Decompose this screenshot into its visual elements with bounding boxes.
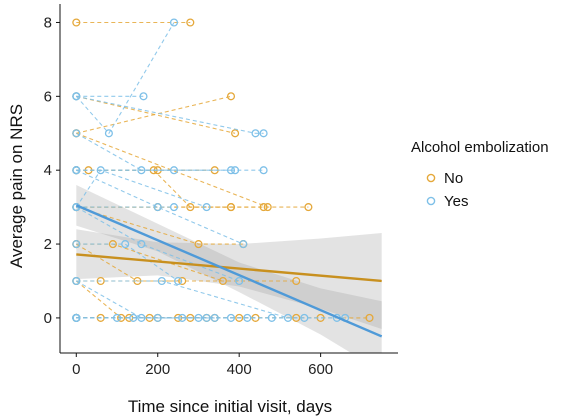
data-point-yes [72, 240, 81, 249]
y-axis-title: Average pain on NRS [7, 104, 26, 268]
x-tick-label: 0 [72, 361, 80, 378]
data-point-no [259, 203, 268, 212]
data-point-yes [178, 313, 187, 322]
trajectory-line-yes [76, 280, 215, 319]
plot-inner [72, 18, 383, 353]
data-point-yes [72, 129, 81, 138]
y-tick-label: 0 [44, 310, 52, 327]
data-point-no [72, 18, 81, 27]
y-tick-label: 2 [44, 236, 52, 253]
trajectory-line-yes [76, 280, 289, 319]
data-point-yes [283, 313, 293, 322]
data-point-no [292, 276, 301, 286]
legend-label-no: No [444, 170, 463, 187]
data-point-yes [169, 166, 179, 175]
trajectory-line-yes [75, 169, 207, 208]
data-point-yes [72, 276, 81, 286]
data-point-yes [259, 129, 268, 138]
y-tick-label: 8 [44, 14, 52, 31]
data-point-no [194, 240, 203, 249]
data-point-yes [169, 203, 179, 212]
data-point-yes [243, 313, 252, 322]
x-tick-label: 400 [227, 361, 252, 378]
y-tick-label: 4 [44, 162, 52, 179]
data-point-no [117, 313, 126, 322]
trajectory-line-yes [76, 206, 240, 282]
data-point-yes [235, 276, 244, 286]
data-point-yes [231, 166, 240, 175]
x-tick-label: 200 [145, 361, 170, 378]
data-point-no [178, 276, 187, 286]
confidence-band-yes [76, 185, 382, 353]
data-point-no [186, 18, 195, 27]
data-point-no [292, 313, 301, 322]
trajectory-line-no [76, 95, 232, 134]
trajectory-line-no [76, 132, 268, 208]
trajectory-line-yes [76, 132, 231, 171]
data-point-no [108, 240, 117, 249]
data-point-yes [72, 313, 81, 322]
data-point-yes [72, 166, 81, 175]
trajectory-line-no [76, 206, 244, 245]
data-point-no [235, 313, 244, 322]
data-point-yes [251, 129, 260, 138]
data-point-yes [96, 166, 105, 175]
trajectory-line-yes [76, 169, 244, 245]
legend-label-yes: Yes [444, 193, 468, 210]
data-point-yes [169, 18, 179, 27]
data-point-yes [139, 92, 148, 101]
legend-title: Alcohol embolization [411, 139, 549, 156]
data-point-yes [194, 313, 203, 322]
x-tick-label: 600 [308, 361, 333, 378]
trajectory-line-no [76, 95, 236, 134]
axes: 0 200 400 600 0 2 4 6 8 [44, 4, 398, 378]
data-point-no [218, 276, 227, 286]
legend-marker-yes [426, 196, 436, 206]
data-point-no [226, 92, 236, 101]
data-point-no [96, 313, 105, 322]
trajectory-line-yes [76, 95, 264, 134]
data-point-yes [137, 166, 146, 175]
data-point-yes [202, 203, 211, 212]
data-point-no [231, 129, 240, 138]
y-tick-label: 6 [44, 88, 52, 105]
data-point-yes [226, 166, 236, 175]
data-point-no [304, 203, 313, 212]
data-point-yes [267, 313, 276, 322]
plot-area [72, 18, 383, 353]
data-point-yes [239, 240, 248, 249]
data-point-yes [121, 240, 130, 249]
data-point-yes [137, 313, 146, 322]
trend-line-no [76, 253, 382, 283]
trend-line-yes [75, 204, 383, 338]
trajectory-line-yes [76, 243, 179, 282]
data-point-no [186, 203, 195, 212]
data-point-yes [72, 92, 81, 101]
legend-marker-no [426, 173, 436, 183]
data-point-no [96, 276, 105, 286]
x-axis-title: Time since initial visit, days [128, 397, 332, 416]
data-point-yes [104, 129, 113, 138]
data-point-no [226, 203, 236, 212]
data-point-no [365, 313, 374, 322]
data-point-yes [259, 166, 268, 175]
legend: Alcohol embolization No Yes [411, 139, 549, 210]
data-point-yes [226, 313, 236, 322]
data-point-yes [153, 313, 162, 322]
data-point-yes [129, 313, 138, 322]
data-point-yes [137, 240, 146, 249]
trajectory-line-no [75, 280, 207, 319]
data-point-yes [174, 276, 183, 286]
data-point-yes [157, 276, 166, 286]
data-point-no [263, 203, 272, 212]
trajectory-line-yes [75, 22, 175, 135]
